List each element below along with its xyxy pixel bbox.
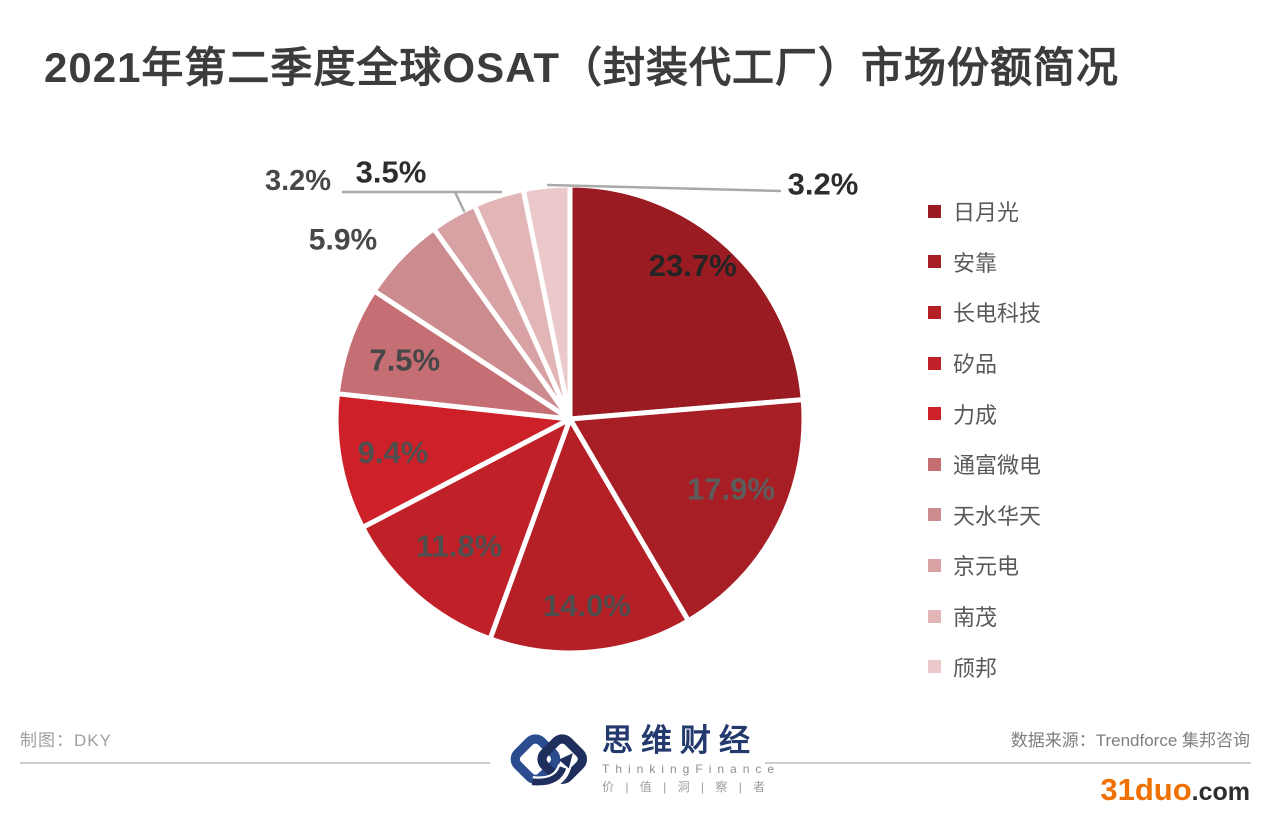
logo-name-cn: 思维财经 [602,723,758,759]
legend-label-4: 力成 [953,402,998,428]
legend-label-9: 颀邦 [953,655,998,681]
pie-label-0: 23.7% [649,248,737,283]
legend-swatch-1 [928,255,941,269]
pie-label-6: 5.9% [309,224,377,257]
legend-label-1: 安靠 [953,250,998,276]
pie-label-3: 11.8% [416,528,502,563]
logo-tagline: 价 | 值 | 洞 | 察 | 者 [602,779,770,794]
legend-swatch-9 [928,660,941,674]
legend-label-0: 日月光 [953,200,1020,226]
legend-item-3: 矽品 [928,338,1041,389]
legend-label-5: 通富微电 [953,453,1042,479]
legend-swatch-4 [928,407,941,421]
legend-label-6: 天水华天 [953,503,1042,529]
divider-right [765,762,1251,764]
leader-line-2 [546,183,782,193]
credit-text: 制图：DKY [20,731,112,750]
pie-label-5: 7.5% [369,342,440,377]
legend-item-0: 日月光 [928,186,1041,237]
leader-line-1 [453,190,466,213]
pie-slice-1 [567,397,807,624]
pie-label-2: 14.0% [543,588,631,623]
logo-chain-link-icon [510,734,588,790]
page-title: 2021年第二季度全球OSAT（封装代工厂）市场份额简况 [44,44,1119,91]
chart-legend: 日月光安靠长电科技矽品力成通富微电天水华天京元电南茂颀邦 [928,186,1041,692]
legend-swatch-0 [928,204,941,218]
pie-label-9: 3.2% [788,167,859,202]
legend-item-8: 南茂 [928,591,1041,642]
watermark-tld: .com [1191,778,1250,806]
legend-swatch-7 [928,558,941,572]
legend-item-6: 天水华天 [928,490,1041,541]
divider-left [20,762,490,764]
legend-swatch-3 [928,356,941,370]
legend-item-1: 安靠 [928,237,1041,288]
legend-label-8: 南茂 [953,605,998,631]
legend-item-5: 通富微电 [928,439,1041,490]
pie-label-7: 3.2% [265,165,331,197]
legend-swatch-2 [928,305,941,319]
legend-swatch-5 [928,457,941,471]
legend-swatch-6 [928,508,941,522]
pie-slice-4 [333,391,573,530]
pie-slice-3 [360,416,573,642]
legend-item-7: 京元电 [928,540,1041,591]
site-watermark: 31duo.com [1100,772,1250,808]
legend-item-4: 力成 [928,388,1041,439]
logo-name-en: ThinkingFinance [602,761,781,776]
legend-label-3: 矽品 [953,352,998,378]
pie-label-4: 9.4% [358,435,429,470]
legend-item-9: 颀邦 [928,641,1041,692]
pie-label-8: 3.5% [356,155,427,190]
legend-label-2: 长电科技 [953,301,1042,327]
pie-slice-2 [487,416,691,656]
legend-label-7: 京元电 [953,554,1020,580]
thinking-finance-logo: 思维财经 ThinkingFinance 价 | 值 | 洞 | 察 | 者 [502,718,780,802]
pie-slice-0 [567,182,806,422]
pie-label-1: 17.9% [687,471,775,506]
legend-swatch-8 [928,609,941,623]
legend-item-2: 长电科技 [928,287,1041,338]
watermark-name: 31duo [1100,772,1192,807]
data-source-text: 数据来源：Trendforce 集邦咨询 [1010,731,1250,750]
